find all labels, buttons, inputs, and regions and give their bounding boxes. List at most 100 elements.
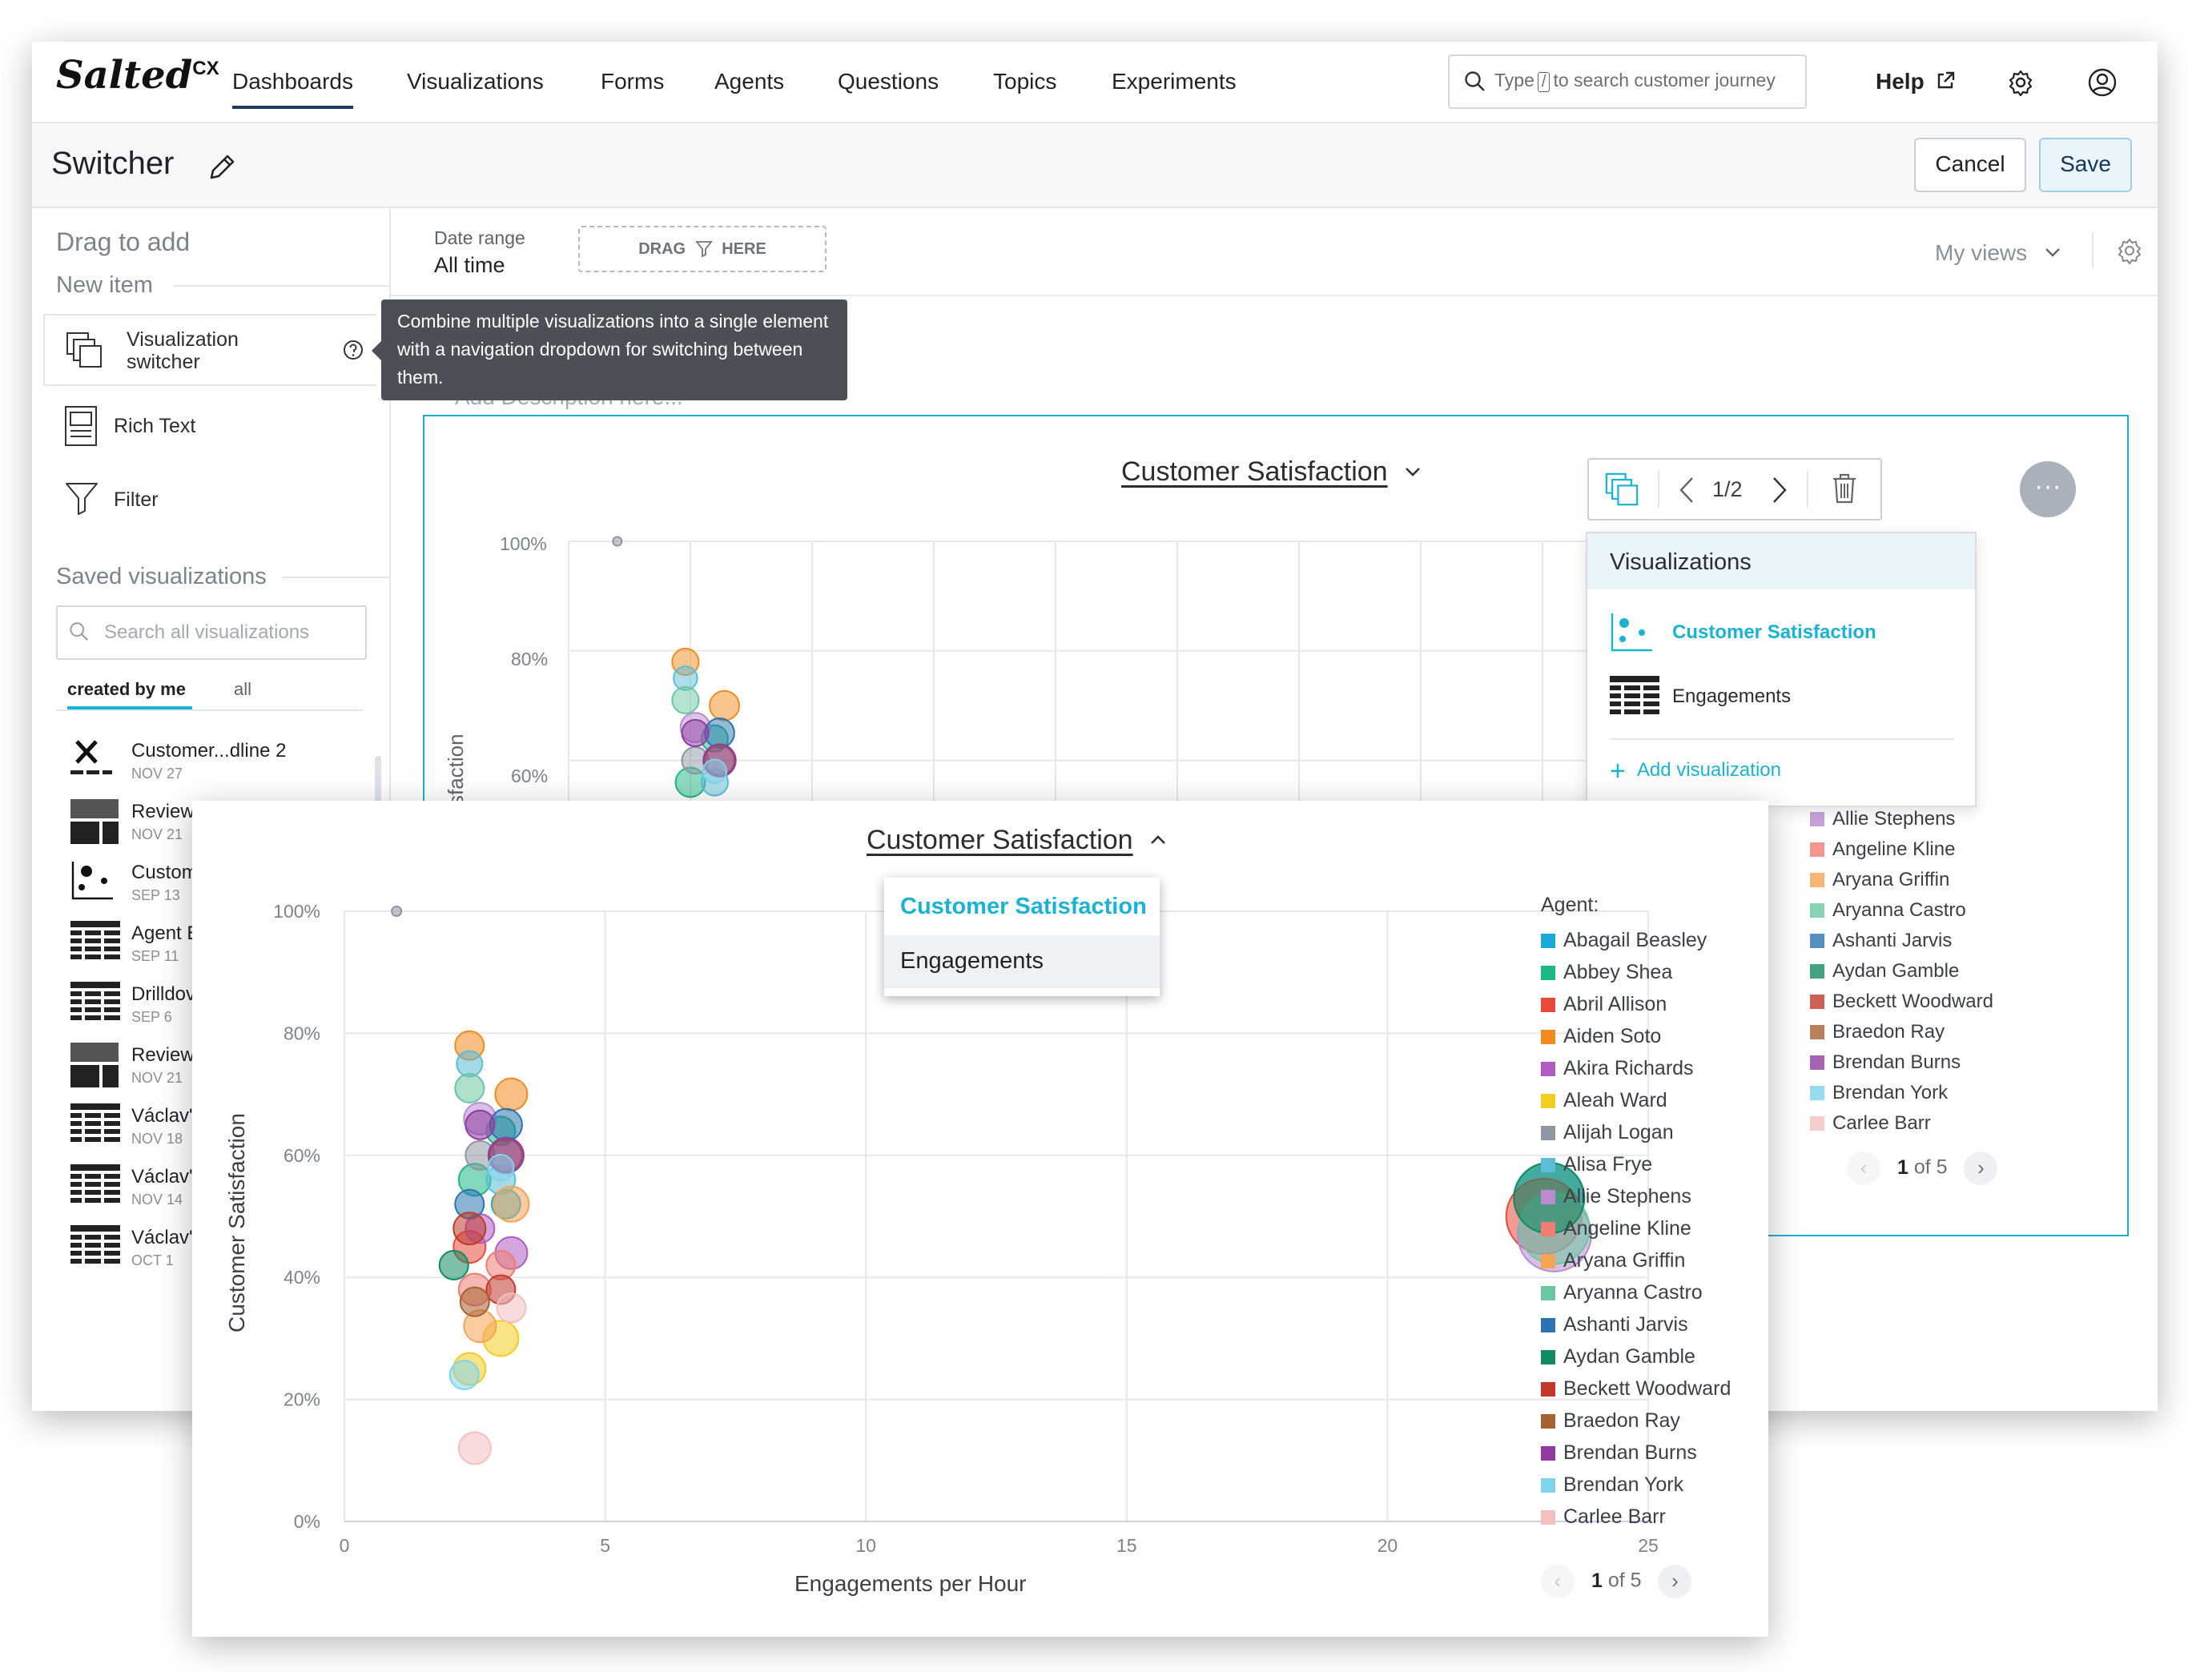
next-page-button[interactable]: › — [1964, 1151, 1998, 1185]
help-circle-icon[interactable] — [343, 340, 364, 360]
new-item-visualization-switcher[interactable]: Visualization switcher — [43, 314, 376, 386]
bubble-brendan-york[interactable] — [448, 1360, 480, 1391]
legend-item[interactable]: Allie Stephens — [1810, 804, 2114, 834]
prev-page-button[interactable]: ‹ — [1541, 1565, 1575, 1598]
menu-item-engagements[interactable]: Engagements — [884, 935, 1160, 988]
legend-item[interactable]: Ashanti Jarvis — [1541, 1308, 1757, 1340]
legend-item[interactable]: Abril Allison — [1541, 988, 1757, 1020]
chevron-right-icon[interactable] — [1770, 476, 1789, 504]
legend-item[interactable]: Carlee Barr — [1541, 1501, 1757, 1533]
legend-item[interactable]: Alisa Frye — [1541, 1148, 1757, 1180]
legend-item[interactable]: Alijah Logan — [1541, 1116, 1757, 1148]
bubble-brendan-york[interactable] — [487, 1154, 515, 1182]
legend-item[interactable]: Beckett Woodward — [1541, 1373, 1757, 1405]
my-views-dropdown[interactable]: My views — [1935, 240, 2061, 266]
legend-item[interactable]: Brendan Burns — [1541, 1437, 1757, 1469]
legend-item[interactable]: Aydan Gamble — [1810, 956, 2114, 987]
chevron-left-icon[interactable] — [1677, 476, 1696, 504]
legend-item[interactable]: Carlee Barr — [1810, 1108, 2114, 1139]
bubble-brendan-burns[interactable] — [681, 718, 710, 747]
drag-filter-dropzone[interactable]: DRAG HERE — [578, 226, 827, 272]
bubble-brendan-burns[interactable] — [465, 1109, 496, 1140]
saved-search-input[interactable]: Search all visualizations — [56, 605, 367, 660]
prev-page-button[interactable]: ‹ — [1847, 1151, 1880, 1185]
legend-item[interactable]: Abbey Shea — [1541, 956, 1757, 988]
logo[interactable]: SaltedCX — [56, 53, 219, 98]
nav-experiments[interactable]: Experiments — [1112, 69, 1237, 94]
legend-item[interactable]: Aryanna Castro — [1541, 1276, 1757, 1308]
panel-chart-title-dropdown[interactable]: Customer Satisfaction — [1121, 456, 1422, 488]
viz-item-customer-satisfaction[interactable]: Customer Satisfaction — [1610, 612, 1962, 658]
new-item-rich-text[interactable]: Rich Text — [64, 405, 368, 453]
saved-viz-item[interactable]: Review NOV 21 — [66, 1035, 362, 1095]
legend-item[interactable]: Ashanti Jarvis — [1810, 926, 2114, 956]
legend-item[interactable]: Beckett Woodward — [1810, 987, 2114, 1017]
cancel-button[interactable]: Cancel — [1914, 138, 2026, 192]
nav-dashboards[interactable]: Dashboards — [232, 69, 353, 109]
gear-icon[interactable] — [2116, 237, 2143, 264]
legend-item[interactable]: Aryanna Castro — [1810, 895, 2114, 926]
legend-item[interactable]: Braedon Ray — [1810, 1017, 2114, 1047]
bubble-aiden-soto[interactable] — [494, 1077, 529, 1111]
nav-visualizations[interactable]: Visualizations — [407, 69, 544, 94]
switcher-icon[interactable] — [1605, 472, 1639, 506]
bubble-braedon-ray[interactable] — [459, 1286, 490, 1317]
legend-item[interactable]: Angeline Kline — [1810, 834, 2114, 865]
viz-item-engagements[interactable]: Engagements — [1610, 676, 1962, 722]
help-link[interactable]: Help — [1876, 69, 1956, 94]
legend-item[interactable]: Angeline Kline — [1541, 1212, 1757, 1244]
legend-item[interactable]: Brendan Burns — [1810, 1047, 2114, 1078]
legend-item[interactable]: Aleah Ward — [1541, 1084, 1757, 1116]
bubble-aiden-soto[interactable] — [709, 689, 740, 721]
bubble-aryanna-castro[interactable] — [671, 685, 700, 714]
saved-viz-item[interactable]: Custom SEP 13 — [66, 852, 362, 913]
user-avatar-icon[interactable] — [2087, 67, 2118, 98]
saved-viz-item[interactable]: Václav' OCT 1 — [66, 1217, 362, 1278]
legend-item[interactable]: Allie Stephens — [1541, 1180, 1757, 1212]
bubble-carlee-barr[interactable] — [496, 1292, 527, 1324]
tab-created-by-me[interactable]: created by me — [67, 679, 192, 709]
saved-viz-item[interactable]: Agent E SEP 11 — [66, 913, 362, 974]
saved-viz-item[interactable]: Václav' NOV 14 — [66, 1156, 362, 1217]
menu-item-customer-satisfaction[interactable]: Customer Satisfaction — [884, 878, 1160, 935]
legend-item[interactable]: Abagail Beasley — [1541, 924, 1757, 956]
add-visualization-button[interactable]: + Add visualization — [1610, 756, 1781, 786]
nav-forms[interactable]: Forms — [601, 69, 665, 94]
nav-agents[interactable]: Agents — [714, 69, 785, 94]
date-range-value[interactable]: All time — [434, 253, 505, 277]
legend-item[interactable]: Akira Richards — [1541, 1052, 1757, 1084]
search-icon — [70, 622, 89, 641]
tab-all[interactable]: all — [234, 679, 252, 699]
pencil-icon[interactable] — [207, 152, 237, 183]
saved-viz-item[interactable]: Václav' NOV 18 — [66, 1095, 362, 1156]
bubble-aryana-griffin[interactable] — [493, 1185, 530, 1223]
trash-icon[interactable] — [1831, 472, 1858, 504]
bubble-alijah-logan[interactable] — [612, 536, 623, 547]
saved-viz-item[interactable]: Review NOV 21 — [66, 791, 362, 852]
bubble-aryanna-castro[interactable] — [454, 1072, 485, 1103]
legend-item[interactable]: Braedon Ray — [1541, 1405, 1757, 1437]
legend-item[interactable]: Brendan York — [1810, 1078, 2114, 1108]
bubble-aydan-gamble[interactable] — [438, 1249, 469, 1280]
chart-title-dropdown[interactable]: Customer Satisfaction — [867, 825, 1167, 856]
bubble-beckett-woodward[interactable] — [452, 1212, 487, 1246]
legend-item[interactable]: Aryana Griffin — [1541, 1244, 1757, 1276]
global-search-input[interactable]: Type / to search customer journey — [1448, 54, 1807, 109]
legend-item[interactable]: Brendan York — [1541, 1469, 1757, 1501]
legend-item[interactable]: Aiden Soto — [1541, 1020, 1757, 1052]
gear-icon[interactable] — [2007, 69, 2034, 96]
new-item-filter[interactable]: Filter — [64, 477, 368, 525]
nav-questions[interactable]: Questions — [838, 69, 939, 94]
bubble-alijah-logan[interactable] — [391, 906, 403, 917]
nav-topics[interactable]: Topics — [993, 69, 1057, 94]
bubble-brendan-york[interactable] — [702, 758, 728, 784]
next-page-button[interactable]: › — [1658, 1565, 1692, 1598]
saved-viz-item[interactable]: Drilldov SEP 6 — [66, 974, 362, 1035]
saved-viz-item[interactable]: Customer...dline 2 NOV 27 — [66, 730, 362, 791]
legend-item[interactable]: Aryana Griffin — [1810, 865, 2114, 895]
bubble-alisa-frye[interactable] — [456, 1050, 484, 1078]
more-options-button[interactable]: ··· — [2020, 461, 2076, 517]
legend-item[interactable]: Aydan Gamble — [1541, 1340, 1757, 1373]
save-button[interactable]: Save — [2039, 138, 2132, 192]
bubble-carlee-barr[interactable] — [457, 1431, 492, 1465]
